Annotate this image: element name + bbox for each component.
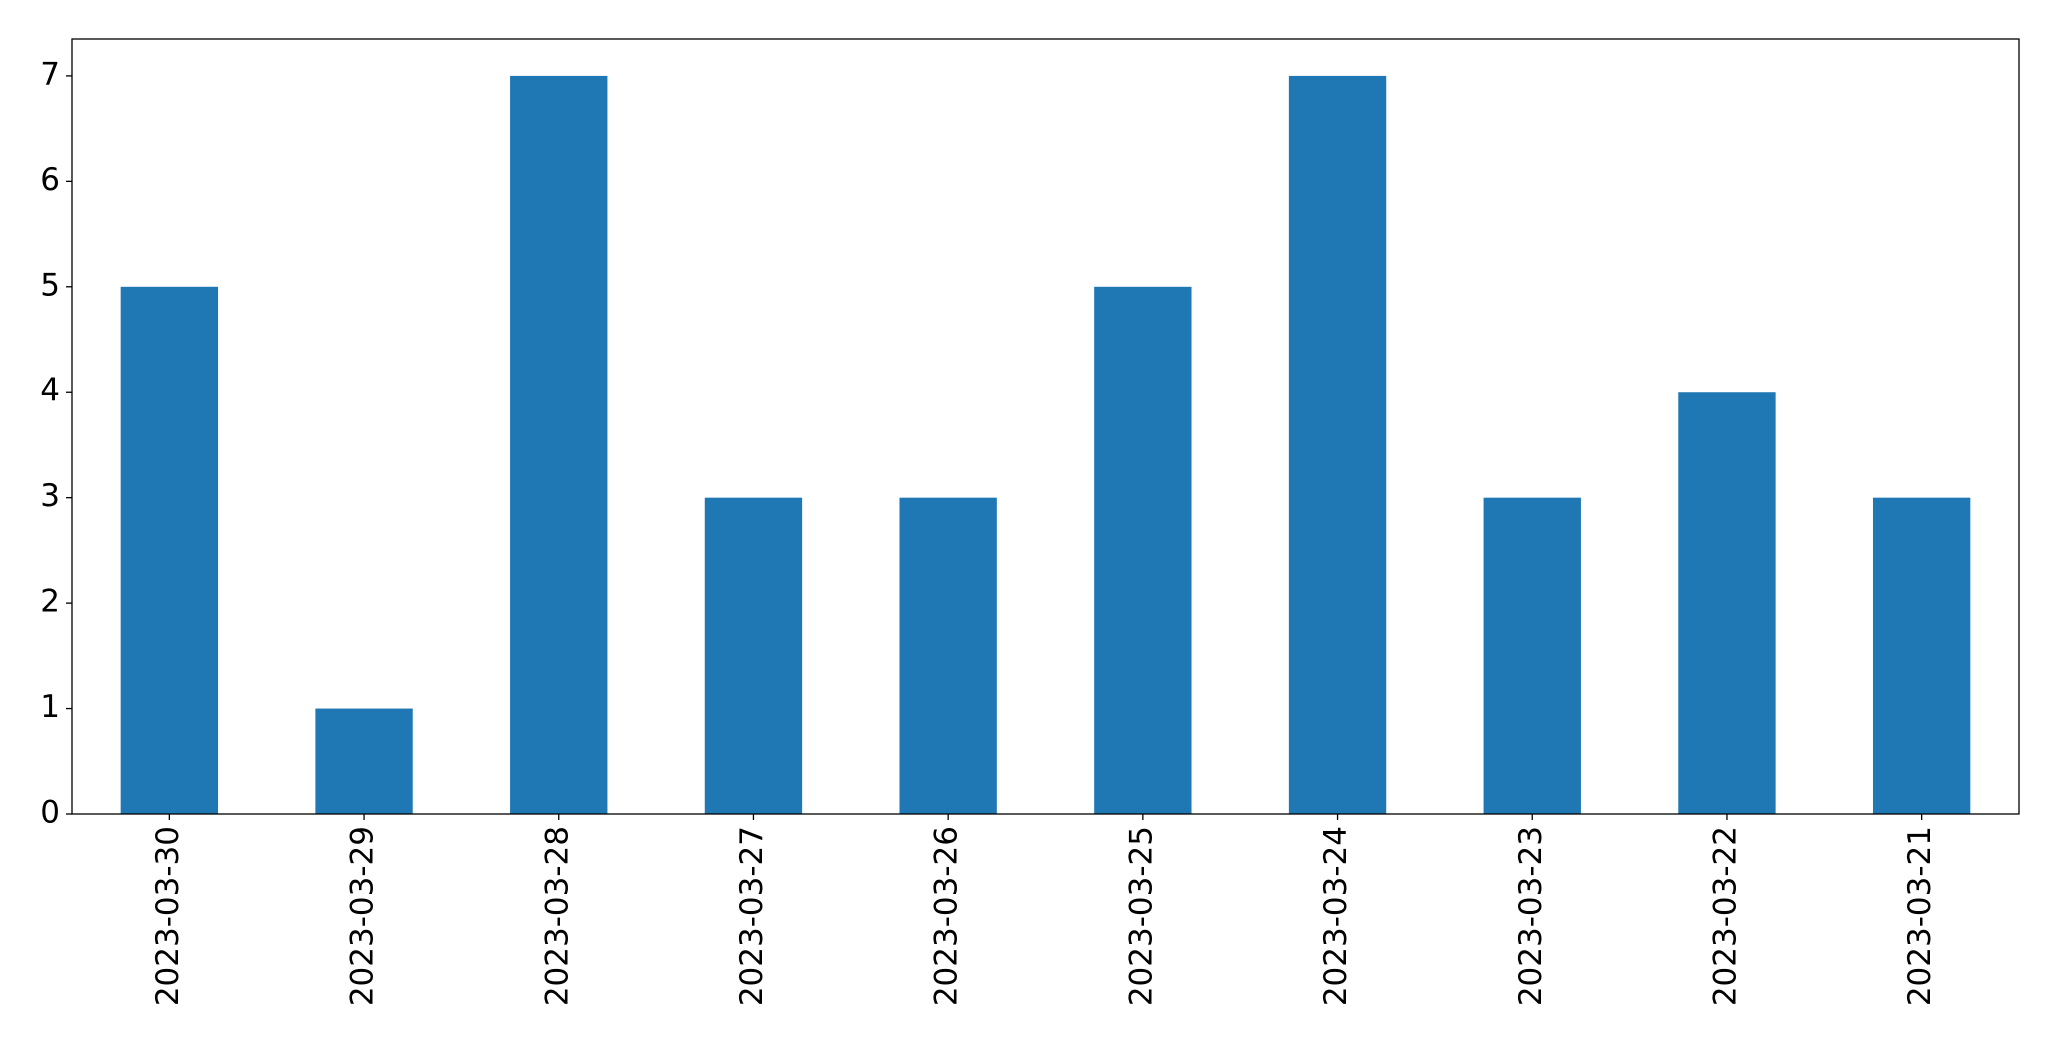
- bar: [315, 708, 413, 814]
- x-tick-label: 2023-03-27: [734, 826, 770, 1006]
- x-tick-label: 2023-03-24: [1318, 826, 1354, 1006]
- x-tick-label: 2023-03-29: [345, 826, 381, 1006]
- y-tick-label: 4: [40, 373, 60, 409]
- x-tick-label: 2023-03-26: [929, 826, 965, 1006]
- y-tick-label: 2: [40, 584, 60, 620]
- bar: [1872, 497, 1971, 814]
- x-tick-label: 2023-03-21: [1902, 826, 1938, 1006]
- y-tick-label: 7: [40, 56, 60, 92]
- bar: [899, 497, 997, 814]
- y-tick-label: 6: [40, 162, 60, 198]
- x-tick-label: 2023-03-23: [1513, 826, 1549, 1006]
- bar: [1288, 75, 1387, 814]
- bar: [1483, 497, 1581, 814]
- y-tick-label: 1: [40, 689, 60, 725]
- x-tick-label: 2023-03-25: [1123, 826, 1159, 1006]
- x-tick-label: 2023-03-28: [539, 826, 575, 1006]
- bar: [1678, 392, 1776, 814]
- bar: [704, 497, 803, 814]
- y-tick-label: 0: [40, 795, 60, 831]
- x-tick-label: 2023-03-30: [150, 826, 186, 1006]
- x-tick-label: 2023-03-22: [1707, 826, 1743, 1006]
- y-tick-label: 5: [40, 267, 60, 303]
- bar: [510, 75, 608, 814]
- plot-frame: [71, 38, 2020, 815]
- bar: [1094, 286, 1192, 814]
- bar: [120, 286, 219, 814]
- y-tick-label: 3: [40, 478, 60, 514]
